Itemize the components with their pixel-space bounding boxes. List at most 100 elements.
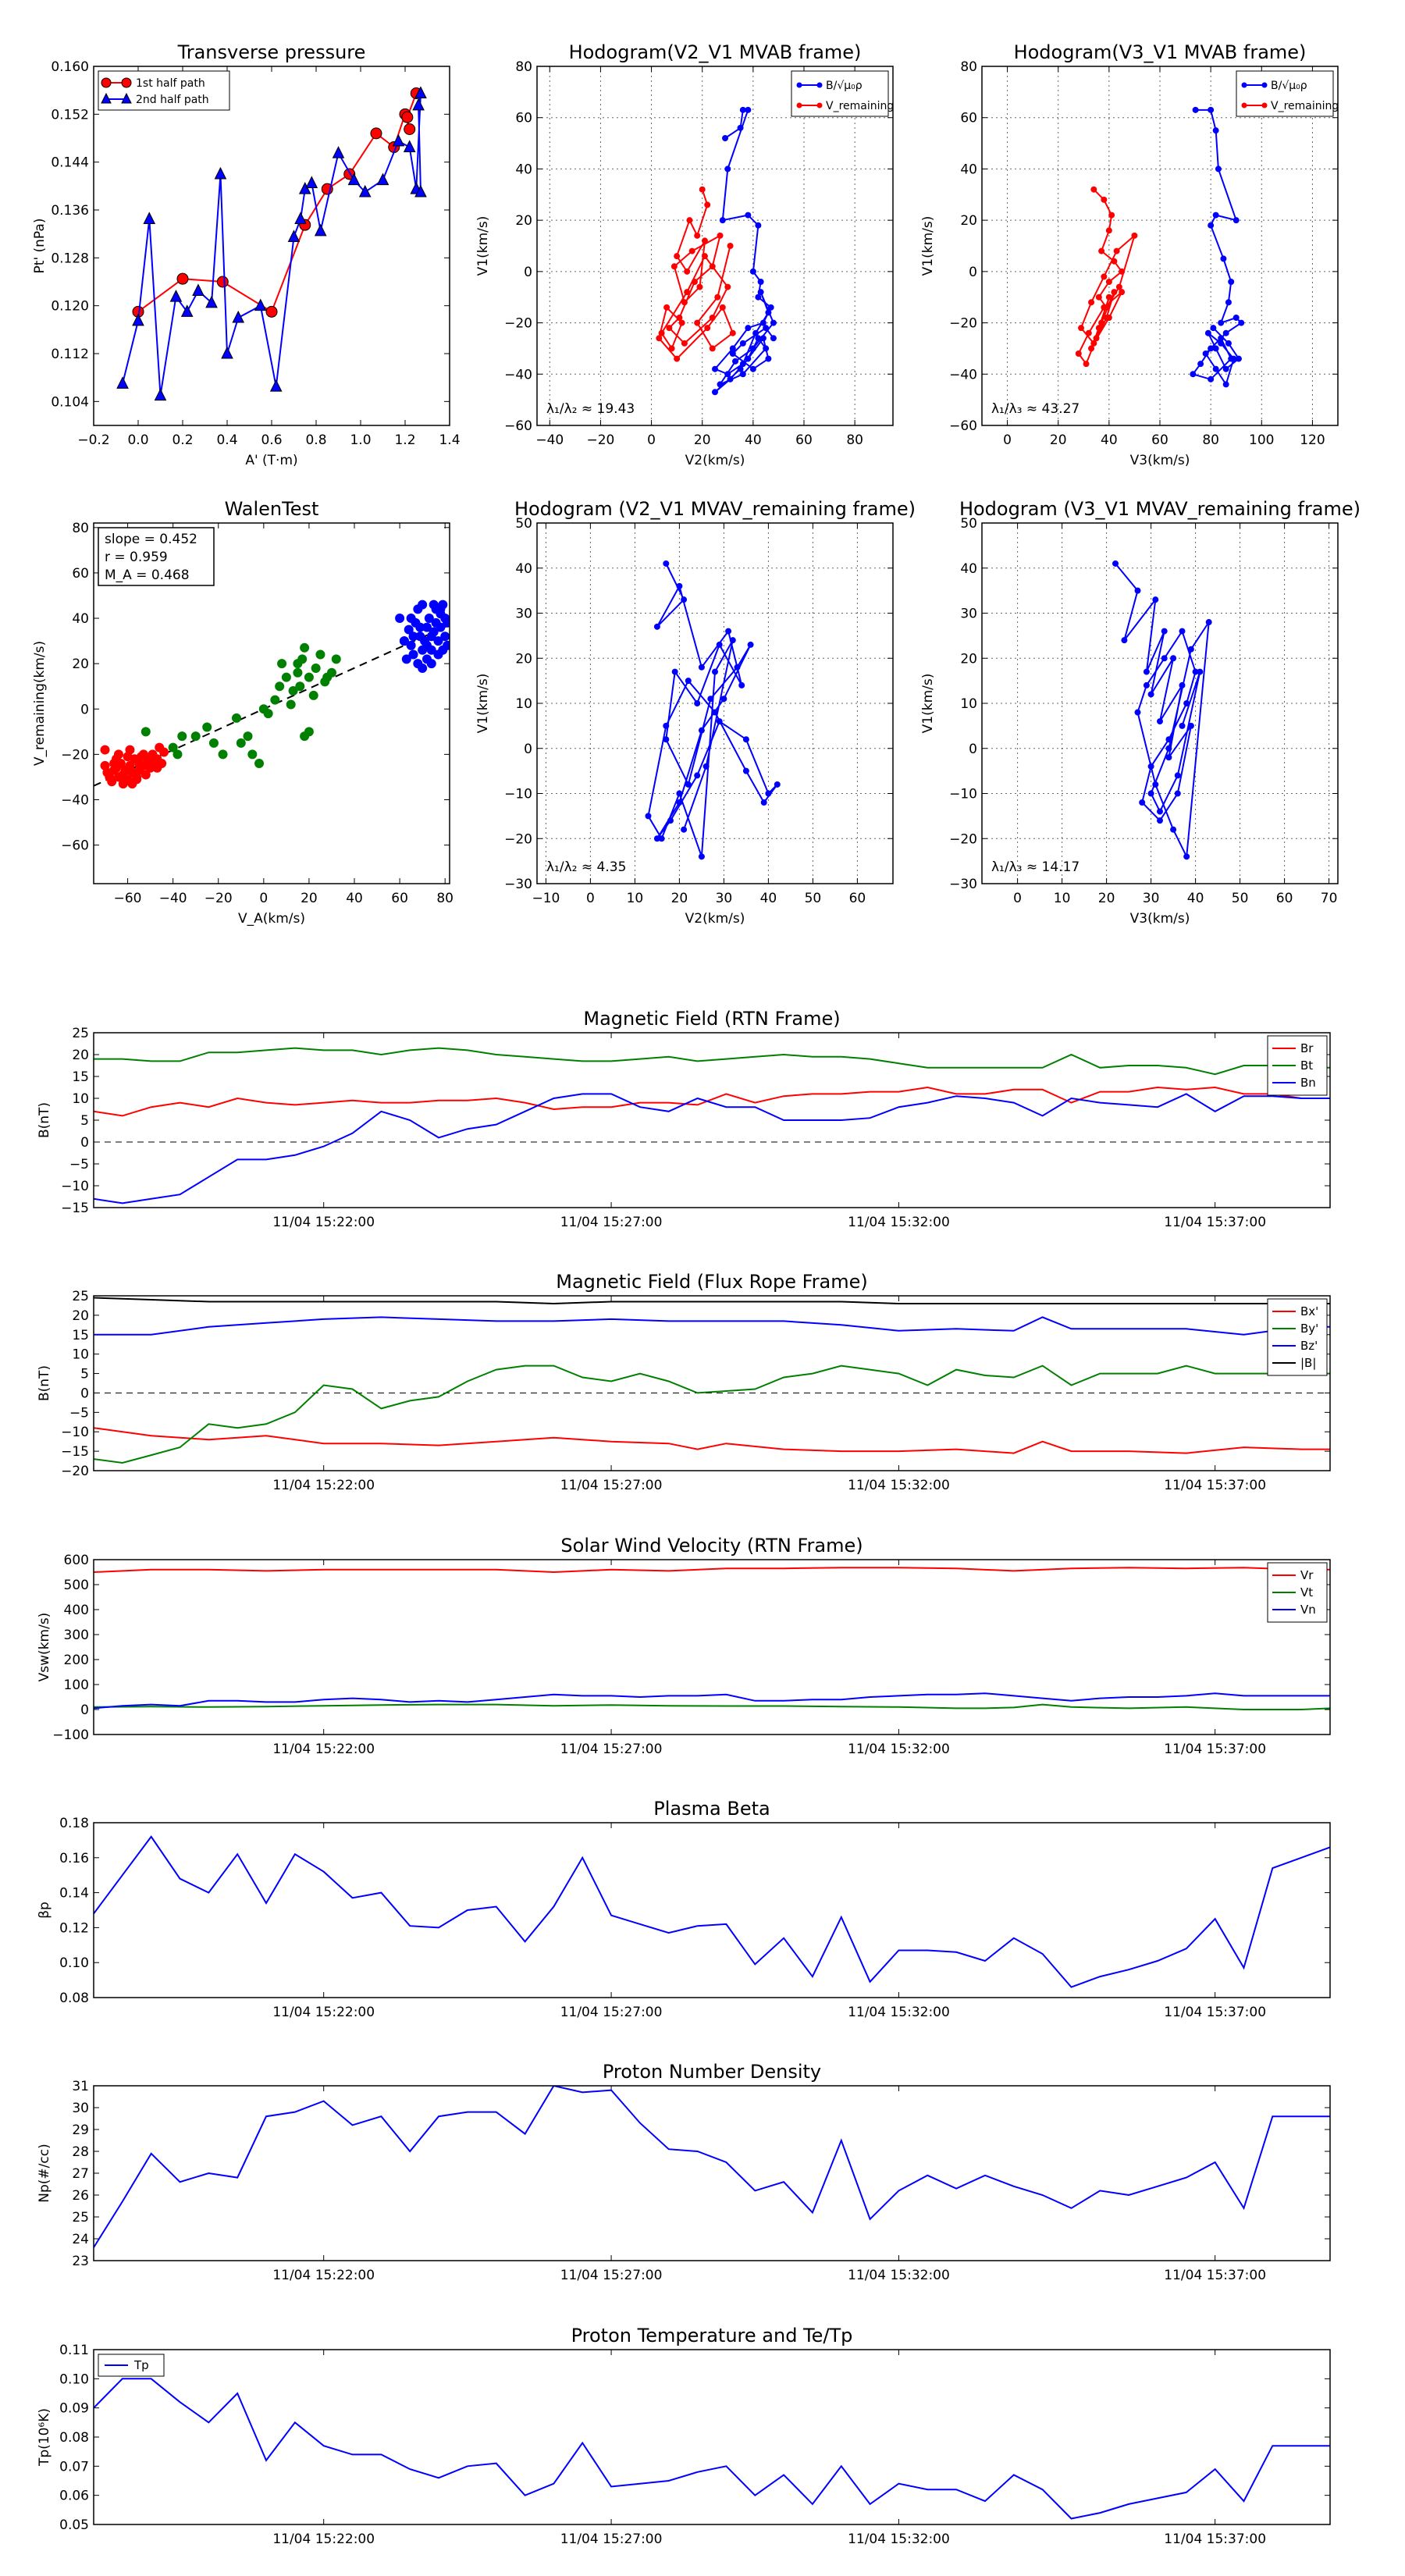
y-axis-label: βp	[37, 1902, 52, 1919]
chart-hodo3: Hodogram (V2_V1 MVAV_remaining frame) −30…	[475, 498, 916, 927]
chart-title: Transverse pressure	[177, 41, 366, 63]
y-tick-label: 0.05	[59, 2517, 89, 2533]
y-tick-label: 0.14	[59, 1886, 89, 1902]
legend-label: V_remaining	[1271, 100, 1339, 112]
data-point	[1230, 355, 1237, 362]
chart-title: Hodogram(V3_V1 MVAB frame)	[1014, 41, 1307, 63]
y-tick-label: 15	[72, 1069, 89, 1085]
chart-walen: WalenTest −60 −40 −20 0 20 40 60 80 −60 −40 −20 0 20 4…	[32, 498, 454, 927]
x-tick-label: 50	[1232, 891, 1249, 906]
data-point	[1105, 227, 1112, 234]
data-point	[1147, 691, 1154, 698]
y-tick-label: 20	[960, 213, 977, 229]
x-tick-label: 11/04 15:27:00	[560, 1478, 663, 1493]
x-tick-label: 20	[1098, 891, 1115, 906]
data-point	[737, 365, 744, 372]
data-point	[760, 799, 767, 806]
data-point	[767, 304, 774, 311]
data-point	[107, 777, 117, 787]
y-tick-label: 0.160	[51, 59, 89, 75]
y-tick-label: 0.104	[51, 394, 89, 410]
x-tick-label: 11/04 15:37:00	[1164, 1742, 1266, 1757]
y-tick-label: −100	[52, 1727, 89, 1743]
data-point	[1238, 319, 1245, 326]
x-tick-label: 11/04 15:32:00	[848, 2005, 950, 2020]
legend-label: B/√μ₀ρ	[826, 80, 863, 92]
x-tick-label: 11/04 15:32:00	[848, 1478, 950, 1493]
legend: 1st half path 2nd half path	[98, 70, 230, 111]
data-point	[406, 614, 416, 624]
y-tick-label: 0.128	[51, 251, 89, 266]
data-point	[293, 667, 303, 678]
data-point	[145, 754, 155, 764]
data-point	[719, 304, 726, 311]
data-point	[1197, 361, 1204, 368]
data-point	[300, 642, 310, 653]
data-point	[143, 212, 156, 224]
data-point	[696, 283, 703, 290]
data-point	[177, 731, 187, 742]
data-point	[314, 223, 327, 237]
data-point	[173, 749, 183, 760]
y-tick-label: 0.18	[59, 1816, 89, 1831]
y-tick-label: 200	[64, 1653, 89, 1668]
data-point	[100, 745, 110, 755]
y-tick-label: 400	[64, 1603, 89, 1618]
data-point	[645, 813, 652, 820]
data-point	[745, 325, 752, 332]
legend-marker	[796, 102, 802, 109]
data-point	[749, 268, 756, 275]
x-tick-label: 11/04 15:22:00	[272, 2005, 375, 2020]
data-point	[1215, 165, 1222, 173]
x-axis-label: A' (T·m)	[245, 453, 297, 468]
plot-area	[94, 1835, 1330, 1988]
y-tick-label: 15	[72, 1328, 89, 1343]
series-b	[645, 560, 781, 860]
data-point	[1225, 340, 1232, 347]
y-tick-label: 10	[72, 1091, 89, 1107]
data-point	[1179, 628, 1186, 635]
data-point	[745, 106, 752, 113]
y-tick-label: −20	[504, 831, 532, 847]
plot-area	[94, 1297, 1330, 1464]
data-point	[1152, 596, 1159, 603]
series-b	[1190, 106, 1245, 388]
data-point	[1212, 345, 1219, 352]
series-line	[94, 1316, 1330, 1336]
data-point	[1210, 325, 1217, 332]
y-tick-label: −60	[504, 418, 532, 434]
data-point	[667, 817, 674, 824]
data-point	[701, 253, 708, 260]
x-tick-label: 10	[627, 891, 644, 906]
y-tick-label: 5	[80, 1113, 89, 1129]
data-point	[401, 654, 411, 664]
data-point	[221, 346, 233, 359]
x-tick-label: 0	[1013, 891, 1022, 906]
y-tick-label: 50	[960, 516, 977, 532]
data-point	[676, 790, 683, 797]
data-point	[1075, 350, 1082, 357]
y-tick-label: 80	[72, 521, 89, 536]
chart-temp: Proton Temperature and Te/Tp 0.05 0.06 0.07…	[37, 2325, 1331, 2547]
data-point	[436, 622, 446, 632]
x-tick-label: −20	[205, 891, 233, 906]
data-point	[698, 853, 705, 860]
data-point	[698, 664, 705, 671]
data-point	[663, 736, 670, 743]
data-point	[1170, 826, 1177, 833]
x-tick-label: 11/04 15:22:00	[272, 1478, 375, 1493]
data-point	[169, 290, 183, 302]
data-point	[674, 355, 681, 362]
data-point	[676, 582, 683, 589]
data-point	[717, 232, 724, 239]
y-tick-label: −10	[61, 1179, 89, 1194]
data-point	[1197, 668, 1204, 675]
data-point	[399, 636, 409, 646]
eigen-ratio-label: λ₁/λ₂ ≈ 19.43	[546, 401, 635, 417]
data-point	[676, 799, 683, 806]
data-point	[218, 749, 228, 760]
data-point	[1152, 781, 1159, 788]
axes-frame	[93, 1822, 1331, 1998]
legend-label: Vr	[1300, 1568, 1314, 1582]
data-point	[658, 835, 665, 842]
